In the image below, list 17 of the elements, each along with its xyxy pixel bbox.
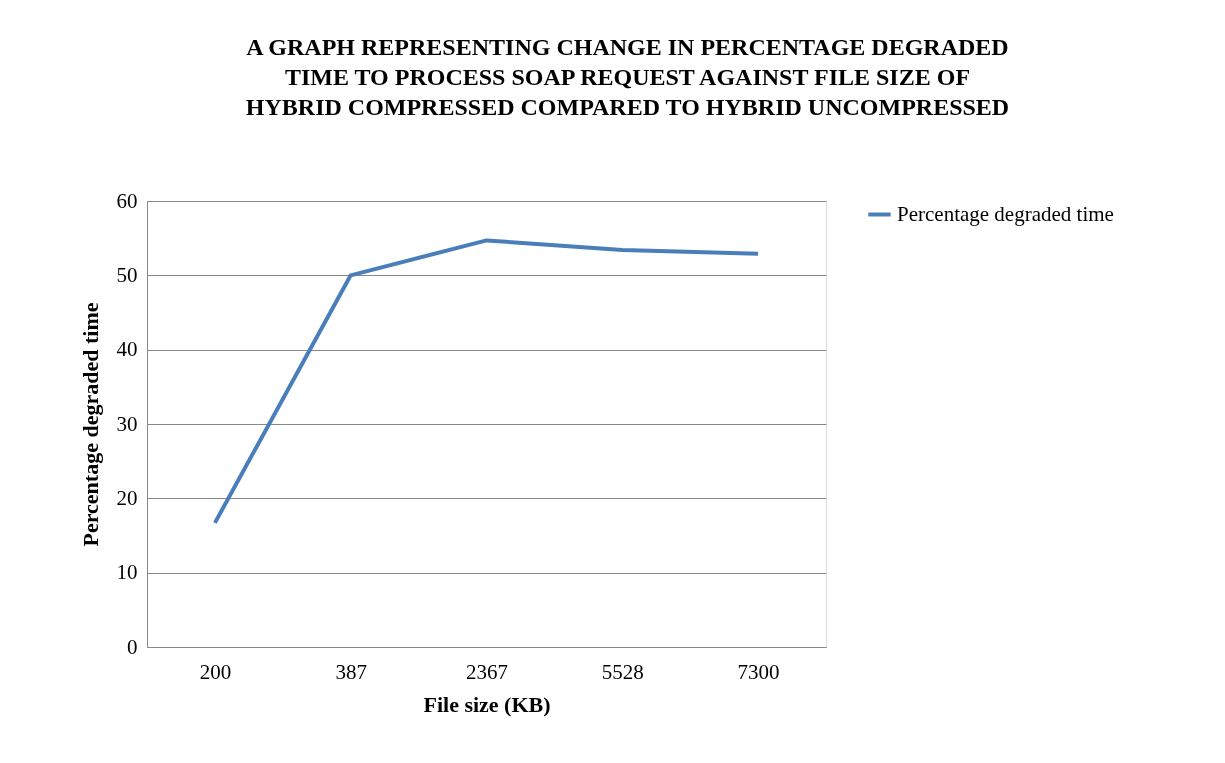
y-tick-label: 10 — [116, 560, 138, 585]
y-axis-title: Percentage degraded time — [77, 302, 103, 547]
line-series — [212, 238, 761, 525]
y-tick-label: 60 — [116, 188, 138, 213]
x-tick-label: 7300 — [737, 659, 780, 684]
y-tick-label: 20 — [116, 485, 138, 510]
x-tick-label: 387 — [335, 659, 367, 684]
y-tick-label: 50 — [116, 262, 138, 287]
chart-title: A GRAPH REPRESENTING CHANGE IN PERCENTAGE DEGRADED TIME TO PROCESS SOAP REQUEST AGAINST FILE SIZE OF HYBRID COMPRESSED COMPARED TO HYBRID UNCOMPRESSED — [245, 34, 1010, 120]
y-tick-label: 40 — [116, 337, 138, 362]
x-axis-title: File size (KB) — [423, 691, 551, 717]
x-tick-label: 2367 — [466, 659, 508, 684]
y-tick-label: 30 — [116, 411, 138, 436]
x-tick-label: 200 — [199, 659, 232, 684]
x-tick-label: 5528 — [601, 659, 644, 684]
legend-label: Percentage degraded time — [897, 201, 1114, 226]
y-tick-label: 0 — [127, 634, 138, 659]
